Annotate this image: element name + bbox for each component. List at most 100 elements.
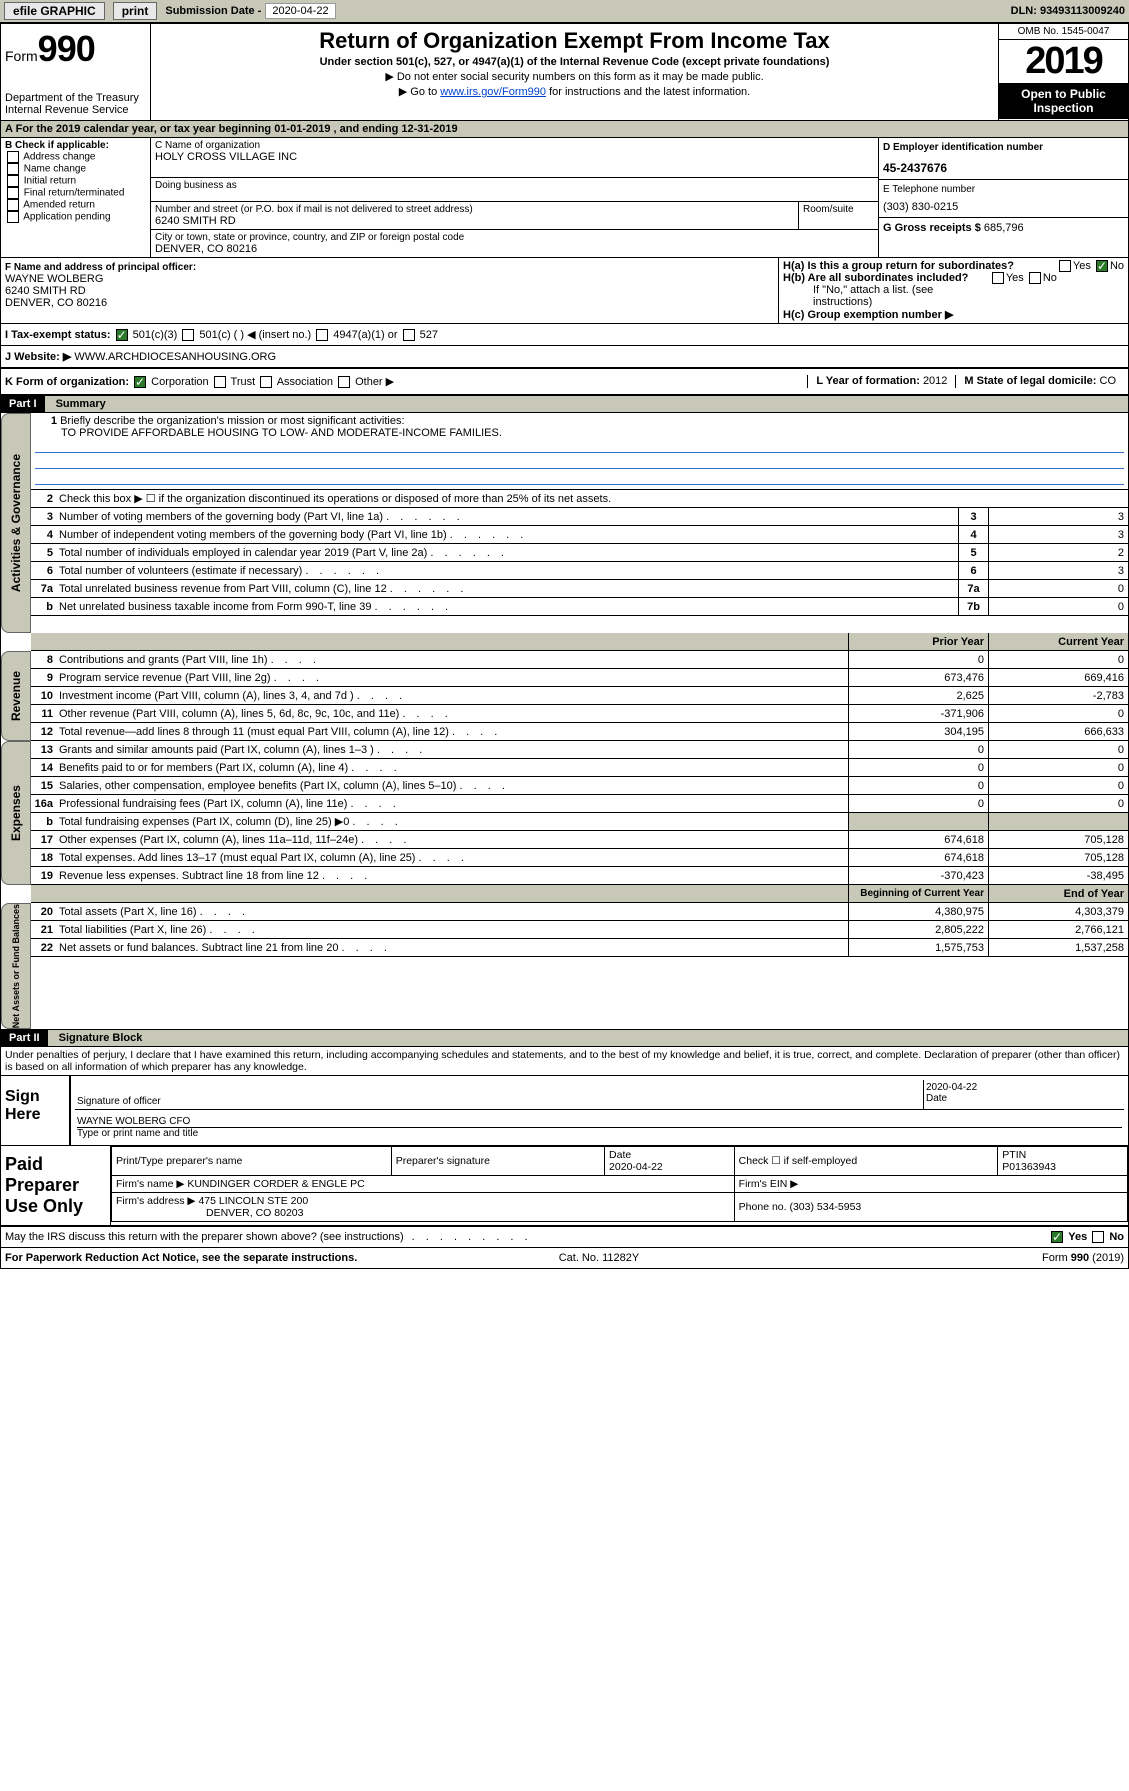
blank-tab-2: [1, 885, 31, 903]
no-label-2: No: [1043, 272, 1057, 284]
checkbox-name-change[interactable]: [7, 163, 19, 175]
form-note2: ▶ Go to www.irs.gov/Form990 for instruct…: [155, 85, 994, 98]
tax-year: 2019: [999, 40, 1128, 83]
sign-here-label: Sign Here: [1, 1076, 71, 1145]
open-to-public: Open to Public Inspection: [999, 83, 1128, 119]
part2-title: Signature Block: [51, 1030, 151, 1046]
gross-value: 685,796: [984, 222, 1024, 234]
section-c: C Name of organization HOLY CROSS VILLAG…: [151, 138, 878, 257]
taxstatus-opt-1[interactable]: [182, 329, 194, 341]
part1-title: Summary: [48, 396, 114, 412]
part1-badge: Part I: [1, 396, 45, 412]
ha-yes-checkbox[interactable]: [1059, 260, 1071, 272]
line2-text: Check this box ▶ ☐ if the organization d…: [59, 491, 1128, 506]
form-number: 990: [38, 28, 95, 69]
part1-header: Part I Summary: [1, 396, 1128, 413]
principal-name: WAYNE WOLBERG: [5, 273, 774, 285]
website-label: J Website: ▶: [5, 351, 71, 363]
hb-yes-checkbox[interactable]: [992, 272, 1004, 284]
section-f: F Name and address of principal officer:…: [1, 258, 778, 323]
firm-phone-label: Phone no.: [739, 1201, 790, 1213]
begin-year-header: Beginning of Current Year: [848, 885, 988, 902]
checkbox-final-return-terminated[interactable]: [7, 187, 19, 199]
current-year-header: Current Year: [988, 633, 1128, 650]
formorg-label: K Form of organization:: [5, 376, 129, 388]
top-toolbar: efile GRAPHIC print Submission Date - 20…: [0, 0, 1129, 23]
taxstatus-opt-0[interactable]: [116, 329, 128, 341]
prior-year-header: Prior Year: [848, 633, 988, 650]
gross-label: G Gross receipts $: [883, 222, 984, 234]
tax-status-label: I Tax-exempt status:: [5, 329, 111, 341]
self-employed-label: Check ☐ if self-employed: [734, 1147, 998, 1176]
prep-date: 2020-04-22: [609, 1161, 663, 1173]
formorg-opt-1[interactable]: [214, 376, 226, 388]
taxstatus-opt-3[interactable]: [403, 329, 415, 341]
hb-no-checkbox[interactable]: [1029, 272, 1041, 284]
submission-date: 2020-04-22: [265, 3, 335, 19]
prep-date-label: Date: [609, 1149, 631, 1161]
section-h: H(a) Is this a group return for subordin…: [778, 258, 1128, 323]
mission-text: TO PROVIDE AFFORDABLE HOUSING TO LOW- AN…: [35, 427, 1124, 439]
firm-addr: 475 LINCOLN STE 200: [198, 1195, 308, 1207]
ha-no-checkbox[interactable]: [1096, 260, 1108, 272]
preparer-name-label: Print/Type preparer's name: [112, 1147, 392, 1176]
discuss-yes: Yes: [1068, 1231, 1087, 1243]
website-value: WWW.ARCHDIOCESANHOUSING.ORG: [74, 351, 276, 363]
state-domicile-label: M State of legal domicile:: [964, 375, 1099, 387]
sig-date: 2020-04-22: [926, 1082, 1122, 1093]
phone-label: E Telephone number: [883, 184, 1124, 195]
end-year-header: End of Year: [988, 885, 1128, 902]
sig-officer-label: Signature of officer: [77, 1096, 161, 1107]
checkbox-application-pending[interactable]: [7, 211, 19, 223]
form-org-row: K Form of organization: Corporation Trus…: [1, 369, 1128, 396]
formorg-opt-0[interactable]: [134, 376, 146, 388]
street-address: 6240 SMITH RD: [155, 215, 794, 227]
firm-name: KUNDINGER CORDER & ENGLE PC: [187, 1178, 364, 1190]
sig-date-label: Date: [926, 1093, 947, 1104]
firm-ein-label: Firm's EIN ▶: [734, 1176, 1127, 1193]
submission-label: Submission Date -: [165, 5, 261, 17]
section-d: D Employer identification number 45-2437…: [878, 138, 1128, 257]
taxstatus-opt-2[interactable]: [316, 329, 328, 341]
efile-button[interactable]: efile GRAPHIC: [4, 2, 105, 20]
formorg-opt-3[interactable]: [338, 376, 350, 388]
org-name: HOLY CROSS VILLAGE INC: [155, 151, 874, 163]
tax-year-text: For the 2019 calendar year, or tax year …: [16, 123, 458, 135]
org-name-label: C Name of organization: [155, 140, 874, 151]
checkbox-initial-return[interactable]: [7, 175, 19, 187]
discuss-yes-checkbox[interactable]: [1051, 1231, 1063, 1243]
yes-label-2: Yes: [1006, 272, 1024, 284]
expenses-tab: Expenses: [1, 741, 31, 885]
year-formation-value: 2012: [923, 375, 947, 387]
section-b: B Check if applicable: Address change Na…: [1, 138, 151, 257]
discuss-text: May the IRS discuss this return with the…: [5, 1231, 404, 1243]
hb-label: H(b) Are all subordinates included?: [783, 272, 968, 284]
discuss-no-checkbox[interactable]: [1092, 1231, 1104, 1243]
omb-number: OMB No. 1545-0047: [999, 24, 1128, 40]
note2-post: for instructions and the latest informat…: [546, 86, 750, 98]
part2-header: Part II Signature Block: [1, 1030, 1128, 1047]
checkbox-address-change[interactable]: [7, 151, 19, 163]
irs-link[interactable]: www.irs.gov/Form990: [440, 86, 546, 98]
checkbox-amended-return[interactable]: [7, 199, 19, 211]
dept-label: Department of the Treasury Internal Reve…: [5, 92, 146, 116]
mission-label: Briefly describe the organization's miss…: [60, 415, 404, 427]
dba-label: Doing business as: [155, 180, 874, 191]
officer-name: WAYNE WOLBERG CFO: [77, 1116, 1122, 1128]
formorg-opt-2[interactable]: [260, 376, 272, 388]
form-note1: ▶ Do not enter social security numbers o…: [155, 70, 994, 83]
print-button[interactable]: print: [113, 2, 158, 20]
hc-label: H(c) Group exemption number ▶: [783, 309, 953, 321]
ptin-label: PTIN: [1002, 1149, 1026, 1161]
state-domicile-value: CO: [1100, 375, 1117, 387]
tax-year-line: A For the 2019 calendar year, or tax yea…: [1, 121, 1128, 138]
city-value: DENVER, CO 80216: [155, 243, 874, 255]
tax-status-row: I Tax-exempt status: 501(c)(3) 501(c) ( …: [1, 324, 1128, 346]
principal-label: F Name and address of principal officer:: [5, 262, 774, 273]
year-formation-label: L Year of formation:: [816, 375, 923, 387]
form-subtitle: Under section 501(c), 527, or 4947(a)(1)…: [155, 56, 994, 68]
activities-governance-tab: Activities & Governance: [1, 413, 31, 633]
officer-name-label: Type or print name and title: [77, 1128, 198, 1139]
form-prefix: Form: [5, 48, 38, 64]
firm-name-label: Firm's name ▶: [116, 1178, 184, 1190]
